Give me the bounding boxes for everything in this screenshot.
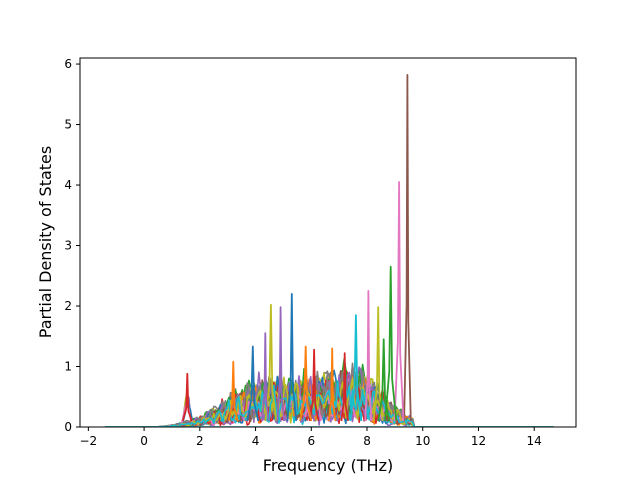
pdos-peak-15: [340, 352, 349, 422]
y-tick-label: 4: [64, 178, 72, 192]
plot-frame: [79, 57, 577, 428]
y-tick-label: 5: [64, 118, 72, 132]
pdos-peak-11: [246, 345, 260, 422]
x-axis-label: Frequency (THz): [263, 456, 393, 475]
y-tick-label: 0: [64, 420, 72, 434]
x-tick-label: 0: [140, 434, 148, 448]
x-tick-label: 8: [363, 434, 371, 448]
pdos-peak-2: [384, 265, 398, 422]
x-axis: −2 0 2 4 6 8 10 12 14: [80, 427, 542, 448]
x-tick-label: 12: [471, 434, 486, 448]
y-tick-label: 2: [64, 299, 72, 313]
pdos-peak-0: [403, 74, 412, 422]
y-tick-label: 6: [64, 57, 72, 71]
x-tick-label: 10: [415, 434, 430, 448]
pdos-peak-14: [299, 345, 313, 422]
pdos-peak-4: [286, 293, 298, 422]
pdos-peak-8: [349, 314, 363, 422]
pdos-peak-1: [393, 181, 405, 422]
pdos-peak-12: [327, 347, 337, 422]
pdos-peak-17: [377, 338, 391, 422]
pdos-peak-10: [181, 372, 193, 422]
pdos-peak-16: [227, 360, 239, 422]
x-tick-label: 6: [307, 434, 315, 448]
y-tick-label: 1: [64, 360, 72, 374]
x-tick-label: 4: [252, 434, 260, 448]
pdos-peak-9: [261, 332, 270, 422]
x-tick-label: −2: [80, 434, 98, 448]
x-tick-label: 2: [196, 434, 204, 448]
pdos-peak-13: [308, 348, 320, 422]
pdos-peak-5: [264, 303, 278, 422]
pdos-peak-6: [276, 306, 285, 422]
series-layer: [105, 74, 554, 427]
pdos-series-line: [105, 380, 554, 427]
y-tick-label: 3: [64, 239, 72, 253]
pdos-peak-7: [372, 306, 384, 422]
x-tick-label: 14: [527, 434, 542, 448]
y-axis: 0 1 2 3 4 5 6: [64, 57, 80, 434]
pdos-peak-3: [364, 290, 373, 422]
y-axis-label: Partial Density of States: [36, 146, 55, 338]
